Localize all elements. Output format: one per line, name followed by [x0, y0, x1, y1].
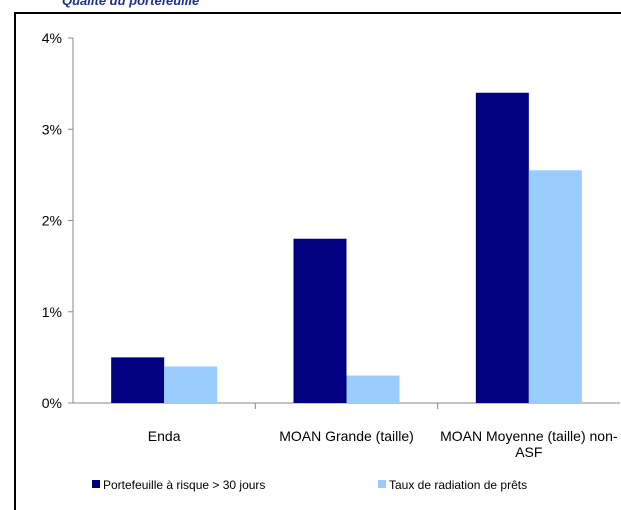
bar	[293, 238, 347, 403]
legend-swatch	[92, 480, 100, 488]
bar	[475, 92, 529, 403]
y-tick-label: 1%	[42, 304, 62, 320]
bar	[164, 366, 218, 403]
x-tick-label: MOAN Grande (taille)	[279, 428, 414, 444]
y-tick-label: 4%	[42, 30, 62, 46]
y-tick-label: 3%	[42, 121, 62, 137]
bar	[346, 375, 400, 403]
x-tick-label: MOAN Moyenne (taille) non-ASF	[440, 428, 618, 460]
y-tick-label: 2%	[42, 213, 62, 229]
chart-title: Qualité du portefeuille	[62, 0, 199, 8]
legend-label: Portefeuille à risque > 30 jours	[103, 478, 265, 492]
bar	[111, 357, 165, 403]
legend-label: Taux de radiation de prêts	[389, 478, 527, 492]
bar	[528, 170, 582, 403]
y-tick-label: 0%	[42, 395, 62, 411]
legend-swatch	[378, 480, 386, 488]
x-tick-label: Enda	[147, 428, 181, 444]
